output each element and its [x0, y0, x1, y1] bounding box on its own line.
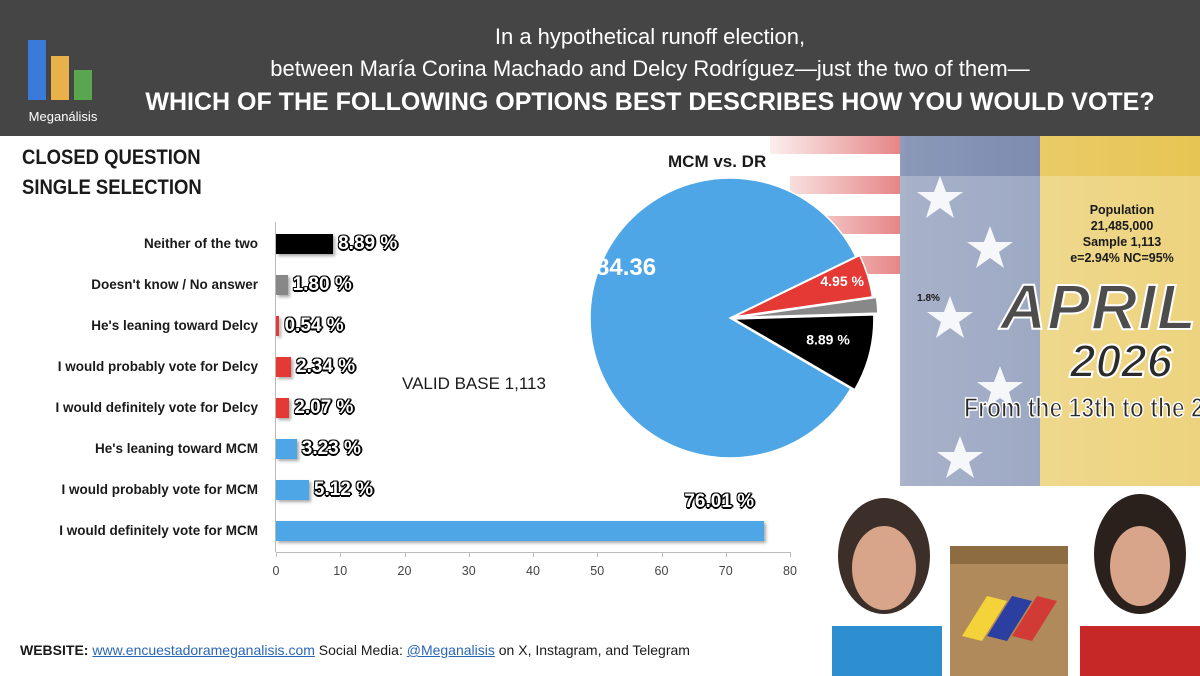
- bar-category-label: I would definitely vote for Delcy: [55, 400, 258, 415]
- x-axis-tick: [725, 552, 727, 557]
- bar-value-label: 5.12 %: [313, 479, 374, 500]
- x-axis-tick: [661, 552, 663, 557]
- logo-text: Meganálisis: [28, 109, 98, 124]
- logo-bar-green: [74, 70, 92, 100]
- bar-category-label: Neither of the two: [144, 236, 258, 251]
- x-axis-tick-label: 50: [590, 564, 605, 578]
- sample-size: Sample 1,113: [1082, 235, 1162, 249]
- bar-value-label: 76.01 %: [684, 491, 755, 512]
- population-label: Population: [1089, 203, 1155, 217]
- bar-value-label: 8.89 %: [338, 233, 398, 254]
- x-axis-tick-label: 70: [718, 564, 733, 578]
- bar-value-label: 0.54 %: [284, 315, 344, 336]
- pie-title: MCM vs. DR: [668, 152, 767, 171]
- x-axis-tick-label: 40: [526, 564, 540, 578]
- pie-slice-label: 1.8%: [917, 293, 940, 304]
- header-line-1: In a hypothetical runoff election,: [494, 24, 806, 49]
- bar: [276, 316, 280, 336]
- x-axis-tick: [276, 552, 277, 557]
- bar-category-label: I would definitely vote for MCM: [59, 523, 258, 538]
- x-axis-tick: [790, 552, 791, 557]
- pie-slice: [733, 254, 874, 318]
- footer-platforms: on X, Instagram, and Telegram: [498, 642, 690, 658]
- bar-chart-y-axis: [275, 222, 276, 552]
- bar: [276, 439, 297, 459]
- bar-value-label: 1.80 %: [292, 274, 352, 295]
- x-axis-tick-label: 0: [272, 564, 280, 578]
- logo-bar-yellow: [51, 56, 69, 100]
- survey-year: 2026: [1069, 334, 1173, 388]
- x-axis-tick: [533, 552, 534, 557]
- x-axis-tick: [468, 552, 470, 557]
- x-axis-tick: [340, 552, 342, 557]
- error-margin: e=2.94% NC=95%: [1070, 251, 1174, 265]
- bar-category-label: Doesn't know / No answer: [91, 277, 258, 292]
- population-value: 21,485,000: [1090, 219, 1154, 233]
- candidate-photos: [822, 486, 1200, 676]
- bar-category-label: I would probably vote for Delcy: [57, 359, 258, 374]
- bar-value-label: 2.34 %: [296, 356, 356, 377]
- bar-category-label: He's leaning toward MCM: [95, 441, 258, 456]
- bar: [276, 480, 309, 500]
- footer-website-label: WEBSITE:: [20, 642, 89, 658]
- header-banner: Meganálisis In a hypothetical runoff ele…: [0, 0, 1200, 136]
- x-axis-tick: [597, 552, 599, 557]
- question-type-line-2: SINGLE SELECTION: [22, 176, 202, 199]
- header-line-2: between María Corina Machado and Delcy R…: [270, 56, 1030, 81]
- bar-value-label: 3.23 %: [301, 438, 361, 459]
- bar: [276, 357, 292, 377]
- bar-category-label: He's leaning toward Delcy: [91, 318, 258, 333]
- pie-slice: [589, 177, 857, 459]
- x-axis-tick-label: 60: [654, 564, 669, 578]
- website-link[interactable]: www.encuestadorameganalisis.com: [92, 642, 315, 658]
- x-axis-tick: [404, 552, 406, 557]
- bar: [276, 521, 765, 541]
- valid-base: VALID BASE 1,113: [402, 374, 546, 393]
- bar-category-label: I would probably vote for MCM: [61, 482, 259, 497]
- question-type-line-1: CLOSED QUESTION: [22, 146, 201, 169]
- pie-slice-label: 4.95 %: [820, 273, 864, 289]
- survey-date-range: From the 13th to the 20th: [963, 391, 1200, 424]
- pie-slice: [731, 314, 875, 391]
- bar: [276, 398, 290, 418]
- x-axis-tick-label: 10: [333, 564, 348, 578]
- meganalisis-logo: Meganálisis: [22, 26, 104, 126]
- survey-month: APRIL: [999, 270, 1197, 344]
- x-axis-tick-label: 20: [397, 564, 412, 578]
- pie-slice: [737, 296, 879, 319]
- x-axis-tick-label: 80: [783, 564, 797, 578]
- population-box: Population 21,485,000 Sample 1,113 e=2.9…: [1052, 202, 1192, 266]
- footer-social-label: Social Media:: [318, 642, 403, 658]
- pie-chart: 84.36 4.95 % 1.8% 8.89 %: [589, 177, 940, 459]
- pie-slice-label: 8.89 %: [806, 331, 850, 347]
- bar: [276, 234, 334, 254]
- social-handle-link[interactable]: @Meganalisis: [406, 642, 495, 658]
- logo-bar-blue: [28, 40, 46, 100]
- bar-value-label: 2.07 %: [294, 397, 354, 418]
- pie-slice-label: 84.36: [596, 254, 656, 281]
- bar: [276, 275, 288, 295]
- header-question: WHICH OF THE FOLLOWING OPTIONS BEST DESC…: [145, 88, 1155, 116]
- x-axis-tick-label: 30: [461, 564, 476, 578]
- footer: WEBSITE: www.encuestadorameganalisis.com…: [20, 642, 690, 658]
